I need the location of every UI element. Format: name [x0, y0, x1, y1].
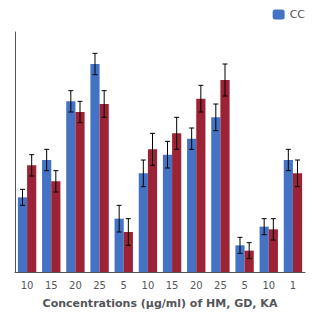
svg-text:1: 1 — [290, 280, 296, 291]
svg-text:5: 5 — [121, 280, 127, 291]
svg-text:CC: CC — [290, 8, 306, 21]
svg-text:20: 20 — [190, 280, 203, 291]
svg-text:25: 25 — [214, 280, 227, 291]
svg-text:10: 10 — [21, 280, 34, 291]
svg-text:25: 25 — [93, 280, 106, 291]
svg-text:20: 20 — [69, 280, 82, 291]
svg-text:10: 10 — [142, 280, 155, 291]
svg-text:15: 15 — [166, 280, 179, 291]
svg-text:15: 15 — [45, 280, 58, 291]
svg-text:5: 5 — [241, 280, 247, 291]
svg-text:Concentrations (µg/ml) of HM,: Concentrations (µg/ml) of HM, GD, KA — [43, 297, 278, 310]
svg-text:10: 10 — [262, 280, 275, 291]
